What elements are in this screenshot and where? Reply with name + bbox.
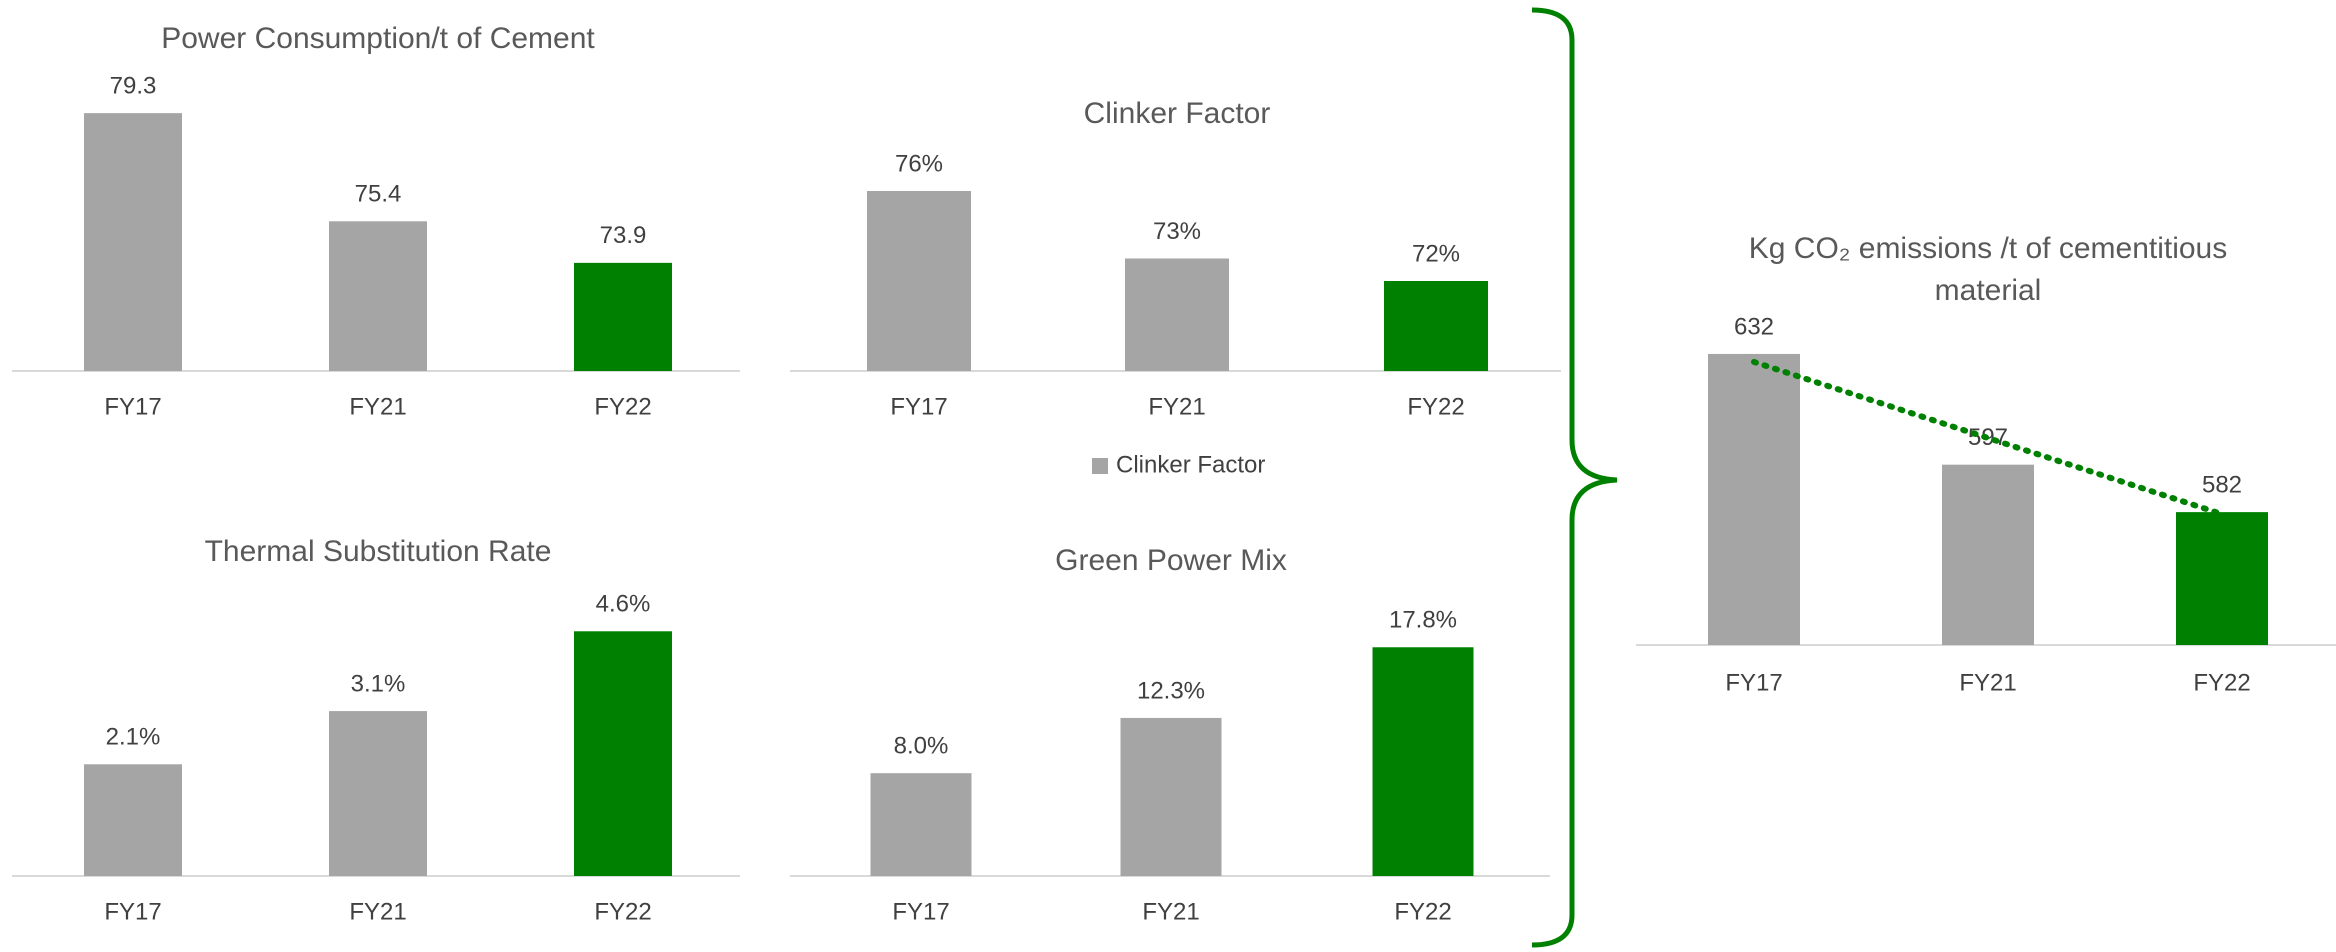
data-label: 72% [1412,240,1460,267]
brace [1531,7,1618,948]
data-label: 2.1% [106,724,161,751]
x-tick-label: FY17 [104,898,161,925]
legend-swatch [1092,458,1108,474]
x-tick-label: FY22 [1394,898,1451,925]
x-tick-label: FY22 [1407,393,1464,420]
legend-label: Clinker Factor [1116,451,1265,478]
x-tick-label: FY21 [1959,669,2016,696]
x-tick-label: FY17 [1725,669,1782,696]
data-label: 76% [895,150,943,177]
bar [1125,258,1229,371]
bar [574,262,672,371]
bar [84,764,182,876]
bar [1708,353,1800,645]
x-tick-label: FY17 [890,393,947,420]
x-tick-label: FY22 [594,393,651,420]
x-tick-label: FY17 [104,393,161,420]
data-label: 4.6% [596,591,651,618]
data-label: 12.3% [1137,677,1205,704]
bar [329,221,427,371]
data-label: 75.4 [355,181,402,208]
x-tick-label: FY22 [2193,669,2250,696]
bar [867,191,971,371]
bar [1372,647,1474,876]
data-label: 73.9 [600,222,647,249]
data-label: 73% [1153,218,1201,245]
chart-title: Power Consumption/t of Cement [161,22,595,55]
data-label: 17.8% [1389,607,1457,634]
x-tick-label: FY17 [892,898,949,925]
chart-title: Kg CO₂ emissions /t of cementitious mate… [1748,232,2228,307]
x-tick-label: FY21 [349,898,406,925]
bar [329,711,427,876]
bar [2176,512,2268,645]
x-tick-label: FY22 [594,898,651,925]
bar [1120,717,1222,876]
data-label: 632 [1734,313,1774,340]
x-tick-label: FY21 [349,393,406,420]
chart-title: Clinker Factor [1084,97,1271,130]
bar [1384,281,1488,371]
x-tick-label: FY21 [1148,393,1205,420]
bar [84,113,182,372]
data-label: 582 [2202,471,2242,498]
chart-title: Thermal Substitution Rate [205,535,552,568]
x-tick-label: FY21 [1142,898,1199,925]
bar [1942,464,2034,645]
chart-title: Green Power Mix [1055,544,1287,577]
data-label: 79.3 [110,72,157,99]
bar [870,773,972,876]
data-label: 8.0% [894,733,949,760]
bar [574,631,672,876]
trendline [1751,358,2225,518]
data-label: 3.1% [351,670,406,697]
